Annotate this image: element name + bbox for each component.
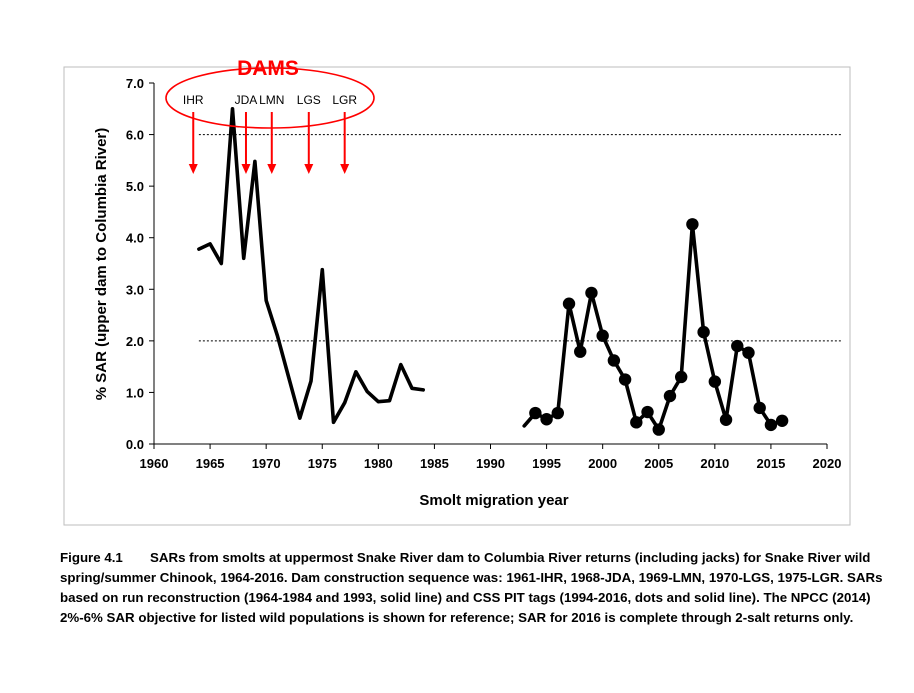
dam-label-lmn: LMN xyxy=(259,93,284,107)
series-2-point xyxy=(697,325,710,339)
x-tick-label: 2020 xyxy=(813,456,842,471)
series-2-point xyxy=(540,413,553,426)
dam-arrow-head xyxy=(267,164,277,174)
dam-label-lgs: LGS xyxy=(297,93,321,107)
series-2-point xyxy=(775,414,789,427)
y-tick-label: 0.0 xyxy=(126,437,144,452)
series-2-point xyxy=(585,286,598,300)
series-2-point xyxy=(663,389,677,403)
series-2-point xyxy=(551,406,564,420)
dam-label-jda: JDA xyxy=(235,93,258,107)
sar-figure: 1960 1965 1970 1975 1980 1985 1990 1995 2000 2005… xyxy=(63,57,851,526)
y-tick-label: 5.0 xyxy=(126,179,144,194)
x-tick-label: 2000 xyxy=(588,456,617,471)
x-tick-label: 1965 xyxy=(196,456,225,471)
x-tick-label: 1975 xyxy=(308,456,337,471)
x-tick-label: 1960 xyxy=(140,456,169,471)
x-tick-label: 1970 xyxy=(252,456,281,471)
series-2-point xyxy=(630,416,643,429)
dam-label-ihr: IHR xyxy=(183,93,204,107)
figure-number: Figure 4.1 xyxy=(60,550,123,565)
series-2-point xyxy=(562,297,576,310)
series-2-point xyxy=(574,345,587,358)
y-tick-label: 1.0 xyxy=(126,385,144,400)
series-2-point xyxy=(618,373,632,386)
dam-label-lgr: LGR xyxy=(332,93,357,107)
x-tick-label: 2015 xyxy=(756,456,785,471)
figure-caption: Figure 4.1 SARs from smolts at uppermost … xyxy=(60,548,890,628)
dams-ellipse xyxy=(165,67,375,129)
dam-arrow-head xyxy=(188,164,198,174)
series-2-point xyxy=(674,370,688,384)
series-layer xyxy=(197,107,789,436)
x-tick-label: 1985 xyxy=(420,456,449,471)
axes: 1960 1965 1970 1975 1980 1985 1990 1995 2000 2005… xyxy=(126,76,842,471)
series-2-point xyxy=(529,406,542,420)
series-2-point xyxy=(686,218,699,231)
series-2-point xyxy=(607,354,621,367)
series-2-point xyxy=(719,413,733,426)
y-tick-label: 4.0 xyxy=(126,231,144,246)
series-2-point xyxy=(731,339,744,353)
series-2-point xyxy=(641,405,654,419)
x-tick-label: 1990 xyxy=(476,456,505,471)
dam-arrow-head xyxy=(304,164,314,174)
series-2-point xyxy=(753,401,766,415)
y-tick-label: 3.0 xyxy=(126,282,144,297)
series-2-point xyxy=(596,329,609,342)
x-tick-label: 1980 xyxy=(364,456,393,471)
y-tick-label: 6.0 xyxy=(126,128,144,143)
dams-annotation: DAMS IHR JDA LMN LGS LGR xyxy=(165,57,375,174)
y-tick-label: 2.0 xyxy=(126,334,144,349)
x-tick-label: 1995 xyxy=(532,456,561,471)
dam-arrow-head xyxy=(241,164,251,174)
x-tick-label: 2005 xyxy=(644,456,673,471)
series-2-point xyxy=(652,423,665,436)
y-tick-label: 7.0 xyxy=(126,76,144,91)
series-2-point xyxy=(708,375,722,388)
series-1-line xyxy=(197,107,426,425)
x-axis-label: Smolt migration year xyxy=(419,492,568,509)
dam-arrow-head xyxy=(340,164,350,174)
caption-text: SARs from smolts at uppermost Snake Rive… xyxy=(60,550,883,625)
chart-frame xyxy=(63,66,851,526)
series-2-point xyxy=(742,346,755,359)
x-tick-label: 2010 xyxy=(700,456,729,471)
series-2-point xyxy=(764,418,778,432)
y-axis-label: % SAR (upper dam to Columbia River) xyxy=(93,128,110,401)
dams-title: DAMS xyxy=(237,57,299,80)
